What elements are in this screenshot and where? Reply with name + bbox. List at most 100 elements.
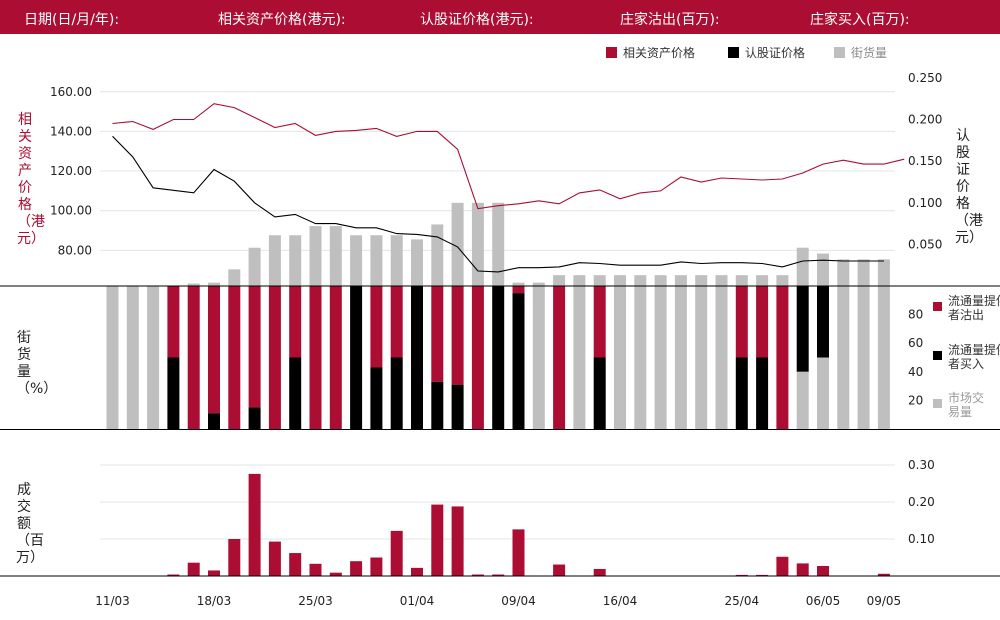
lp-sell-bar [593, 286, 606, 358]
lp-buy-bar [451, 384, 464, 429]
outstanding-bar [471, 202, 484, 286]
turnover-bar [268, 541, 281, 576]
turnover-bar [167, 574, 180, 577]
turnover-bar [796, 563, 809, 576]
lp-buy-bar [370, 367, 383, 429]
legend-outstanding-swatch [834, 47, 845, 58]
lp-sell-bar [309, 286, 322, 429]
lp-sell-bar [248, 286, 261, 408]
warrant-price-line [112, 135, 884, 273]
turnover-bar [329, 572, 342, 576]
turnover-bar [512, 529, 525, 576]
lp-sell-bar [756, 286, 769, 358]
turnover-bar [471, 574, 484, 577]
legend-sell-swatch [933, 302, 942, 311]
legend-warrant-text: 认股证价格 [745, 46, 806, 60]
x-tick-label: 25/04 [725, 594, 760, 608]
legend-underlying-text: 相关资产价格 [623, 46, 696, 60]
lp-buy-bar [593, 357, 606, 429]
turnover-bar [390, 530, 403, 576]
header-bar [0, 0, 1000, 34]
legend-market-swatch [933, 399, 942, 408]
lp-sell-bar [471, 286, 484, 429]
outstanding-bar [715, 275, 728, 286]
lp-buy-bar [492, 286, 505, 429]
outstanding-bar [208, 282, 220, 286]
outstanding-bar [837, 259, 850, 286]
bottom-tick-label: 0.10 [908, 532, 935, 546]
right-tick-label: 0.250 [908, 71, 942, 85]
outstanding-bar [776, 275, 789, 286]
turnover-bar [877, 573, 890, 576]
outstanding-bar [593, 275, 606, 286]
outstanding-bar [756, 275, 769, 286]
legend-buy-text: 流通量提供者买入 [948, 343, 1000, 371]
date-label: 日期(日/月/年): [24, 12, 120, 28]
lp-buy-bar [817, 286, 829, 358]
lp-sell-bar [512, 286, 525, 294]
bottom-tick-label: 0.20 [908, 495, 935, 509]
lp-sell-bar [289, 286, 302, 358]
legend-sell: 流通量提供者沽出 [933, 294, 1000, 326]
outstanding-bar [289, 235, 302, 286]
market-volume-bar [654, 286, 667, 429]
market-volume-bar [715, 286, 728, 429]
turnover-bar [289, 553, 302, 576]
lp-buy-bar [796, 286, 809, 372]
right-axis-title-top: 认股证价格（港元） [955, 128, 983, 246]
market-volume-bar [573, 286, 586, 429]
market-volume-bar [126, 286, 139, 429]
lp-buy-bar [512, 293, 525, 429]
outstanding-bar [411, 239, 423, 286]
turnover-bar [350, 561, 363, 576]
market-volume-bar [674, 286, 687, 429]
lp-sell-bar [735, 286, 748, 358]
outstanding-bar [735, 275, 748, 286]
x-tick-label: 25/03 [298, 594, 333, 608]
outstanding-bar [187, 283, 200, 286]
x-tick-label: 11/03 [95, 594, 130, 608]
lp-buy-bar [208, 413, 220, 429]
outstanding-bar [857, 259, 870, 286]
mid-tick-label: 80 [908, 308, 923, 322]
lp-buy-bar [390, 357, 403, 429]
lp-buy-bar [289, 357, 302, 429]
outstanding-bar [796, 247, 809, 286]
legend-market: 市场交易量 [933, 391, 1000, 423]
turnover-bar [411, 567, 423, 576]
turnover-bar [817, 566, 829, 576]
market-volume-bar [532, 286, 545, 429]
market-volume-bar [634, 286, 647, 429]
outstanding-bar [553, 275, 566, 286]
lp-sell-bar [451, 286, 464, 385]
market-volume-bar [877, 286, 890, 429]
lp-sell-bar [167, 286, 180, 358]
turnover-bar [593, 568, 606, 576]
legend-buy: 流通量提供者买入 [933, 343, 1000, 375]
left-tick-label: 100.00 [50, 204, 92, 218]
market-volume-bar [837, 286, 850, 429]
lp-buy-bar [735, 357, 748, 429]
lp-buy-bar [248, 407, 261, 429]
outstanding-bar [492, 202, 505, 286]
market-volume-bar [857, 286, 870, 429]
outstanding-bar [451, 202, 464, 286]
mid-tick-label: 60 [908, 336, 923, 350]
x-tick-label: 18/03 [197, 594, 232, 608]
outstanding-bar [370, 235, 383, 286]
turnover-bar [492, 574, 505, 577]
outstanding-bar [431, 224, 444, 286]
lp-sell-bar [329, 286, 342, 429]
left-tick-label: 160.00 [50, 85, 92, 99]
underlying-price-label: 相关资产价格(港元): [218, 12, 346, 28]
outstanding-bar [228, 269, 241, 286]
lp-buy-bar [350, 286, 363, 429]
lp-sell-bar [431, 286, 444, 382]
mid-tick-label: 20 [908, 393, 923, 407]
left-tick-label: 80.00 [58, 243, 92, 257]
legend-underlying-swatch [606, 47, 617, 58]
lp-sell-bar [208, 286, 220, 414]
outstanding-bar [695, 275, 708, 286]
turnover-bar [187, 562, 200, 576]
